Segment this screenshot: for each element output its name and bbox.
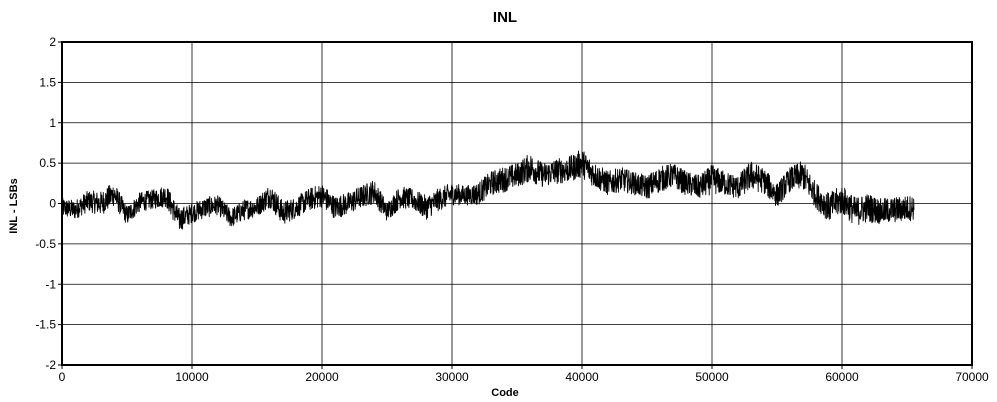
plot-area — [61, 150, 915, 230]
y-tick-label: 0.5 — [39, 156, 56, 170]
x-tick-label: 70000 — [955, 370, 989, 384]
x-tick-label: 40000 — [565, 370, 599, 384]
y-tick-label: -1.5 — [35, 318, 56, 332]
x-tick-label: 50000 — [695, 370, 729, 384]
inl-series-line — [61, 150, 915, 230]
plot-frame — [58, 41, 973, 369]
x-tick-label: 30000 — [435, 370, 469, 384]
y-axis-label: INL - LSBs — [8, 178, 20, 233]
x-tick-label: 20000 — [305, 370, 339, 384]
y-tick-label: -2 — [45, 358, 56, 372]
x-tick-label: 60000 — [825, 370, 859, 384]
tick-labels: 0 10000 20000 30000 40000 50000 60000 70000 2 1.5… — [35, 35, 989, 384]
y-tick-label: 0 — [49, 197, 56, 211]
y-tick-label: 1 — [49, 116, 56, 130]
y-tick-label: 1.5 — [39, 75, 56, 89]
x-tick-label: 0 — [59, 370, 66, 384]
y-tick-label: -1 — [45, 277, 56, 291]
x-tick-label: 10000 — [175, 370, 209, 384]
y-tick-label: 2 — [49, 35, 56, 49]
y-tick-label: -0.5 — [35, 237, 56, 251]
chart-title: INL — [493, 9, 517, 26]
x-axis-label: Code — [491, 387, 519, 399]
